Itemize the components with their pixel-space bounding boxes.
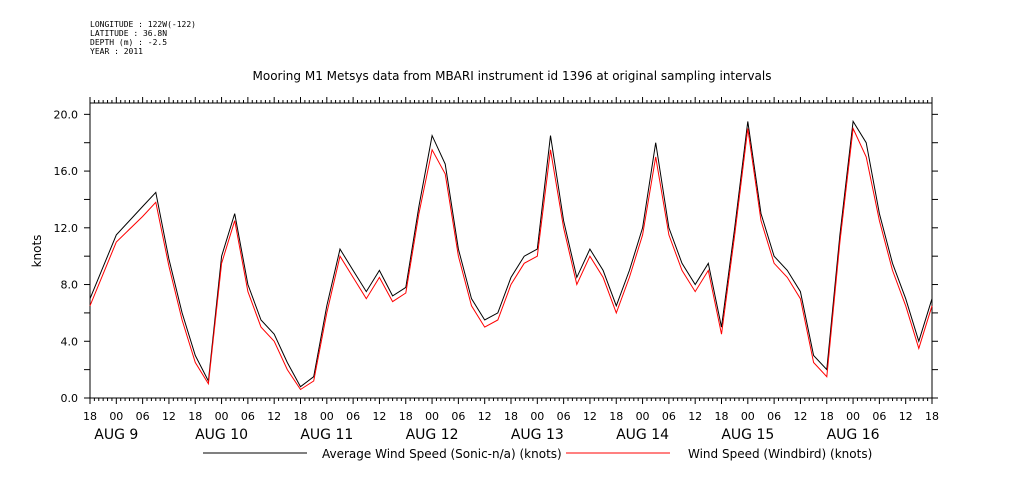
x-tick-label: 00 <box>636 410 650 423</box>
x-tick-label: 12 <box>899 410 913 423</box>
year-text: YEAR : 2011 <box>90 47 143 56</box>
x-date-label: AUG 16 <box>827 427 880 443</box>
x-tick-label: 18 <box>294 410 308 423</box>
legend: Average Wind Speed (Sonic-n/a) (knots) W… <box>203 447 872 461</box>
x-tick-label: 06 <box>872 410 886 423</box>
x-tick-label: 12 <box>688 410 702 423</box>
chart-title: Mooring M1 Metsys data from MBARI instru… <box>253 69 772 83</box>
x-tick-label: 06 <box>557 410 571 423</box>
x-date-label: AUG 11 <box>300 427 353 443</box>
x-tick-label: 18 <box>609 410 623 423</box>
x-tick-label: 18 <box>399 410 413 423</box>
axis-ticks <box>84 97 938 404</box>
y-tick-label: 20.0 <box>54 108 79 121</box>
y-tick-label: 16.0 <box>54 165 79 178</box>
y-tick-label: 4.0 <box>61 335 79 348</box>
latitude-text: LATITUDE : 36.8N <box>90 29 168 38</box>
x-tick-label: 18 <box>504 410 518 423</box>
longitude-text: LONGITUDE : 122W(-122) <box>90 20 196 29</box>
x-tick-label: 18 <box>83 410 97 423</box>
x-date-label: AUG 9 <box>94 427 138 443</box>
legend-label-windbird: Wind Speed (Windbird) (knots) <box>688 447 872 461</box>
x-tick-label: 18 <box>715 410 729 423</box>
x-tick-label: 12 <box>478 410 492 423</box>
x-tick-label: 00 <box>530 410 544 423</box>
x-tick-label: 06 <box>241 410 255 423</box>
plot-frame <box>89 102 933 399</box>
x-tick-label: 06 <box>346 410 360 423</box>
y-tick-label: 0.0 <box>61 392 79 405</box>
y-tick-label: 12.0 <box>54 222 79 235</box>
x-tick-label: 00 <box>846 410 860 423</box>
x-tick-label: 06 <box>662 410 676 423</box>
x-tick-label: 18 <box>188 410 202 423</box>
series-line-windbird <box>89 126 933 391</box>
x-date-label: AUG 13 <box>511 427 564 443</box>
x-tick-label: 00 <box>109 410 123 423</box>
series-line-sonic <box>89 119 933 388</box>
x-axis: 18 00 06 12 18 00 06 12 18 00 06 12 18 00 06 12 18 00 06 12… <box>83 410 939 443</box>
metadata-block: LONGITUDE : 122W(-122) LATITUDE : 36.8N … <box>90 20 196 56</box>
x-tick-label: 06 <box>451 410 465 423</box>
x-date-label: AUG 10 <box>195 427 248 443</box>
legend-label-sonic: Average Wind Speed (Sonic-n/a) (knots) <box>322 447 562 461</box>
x-tick-label: 00 <box>741 410 755 423</box>
y-axis-label: knots <box>30 235 44 268</box>
y-axis: 0.0 4.0 8.0 12.0 16.0 20.0 <box>54 108 79 405</box>
x-tick-label: 06 <box>767 410 781 423</box>
x-tick-label: 18 <box>925 410 939 423</box>
x-tick-label: 06 <box>136 410 150 423</box>
x-tick-label: 12 <box>583 410 597 423</box>
x-tick-label: 12 <box>162 410 176 423</box>
depth-text: DEPTH (m) : -2.5 <box>90 38 168 47</box>
x-tick-label: 00 <box>215 410 229 423</box>
x-tick-label: 12 <box>372 410 386 423</box>
x-tick-label: 12 <box>267 410 281 423</box>
y-tick-label: 8.0 <box>61 279 79 292</box>
series-group <box>89 119 933 391</box>
x-tick-label: 18 <box>820 410 834 423</box>
x-date-label: AUG 14 <box>616 427 669 443</box>
x-tick-label: 00 <box>320 410 334 423</box>
x-date-label: AUG 15 <box>721 427 774 443</box>
x-tick-label: 00 <box>425 410 439 423</box>
x-date-label: AUG 12 <box>406 427 459 443</box>
x-tick-label: 12 <box>793 410 807 423</box>
